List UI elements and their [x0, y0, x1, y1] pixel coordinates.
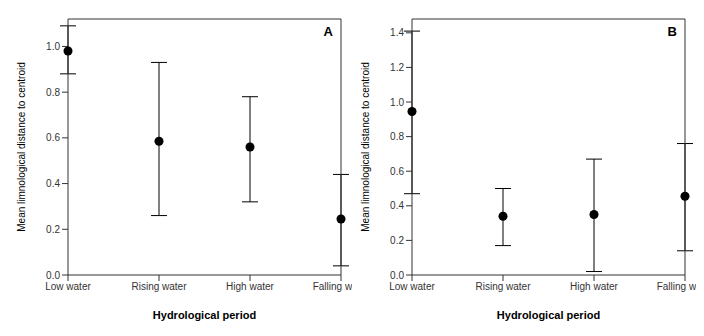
svg-text:0.2: 0.2 [390, 235, 404, 246]
svg-text:High water: High water [226, 281, 274, 292]
svg-text:Rising water: Rising water [131, 281, 187, 292]
svg-text:0.4: 0.4 [390, 200, 404, 211]
svg-text:Falling water: Falling water [313, 281, 352, 292]
svg-text:0.6: 0.6 [46, 132, 60, 143]
svg-text:1.0: 1.0 [390, 97, 404, 108]
html-text:A: A [323, 24, 333, 39]
svg-text:1.0: 1.0 [46, 41, 60, 52]
svg-text:0.0: 0.0 [390, 270, 404, 281]
svg-text:0.6: 0.6 [390, 166, 404, 177]
svg-text:0.4: 0.4 [46, 178, 60, 189]
svg-text:Low water: Low water [389, 281, 435, 292]
svg-text:Mean limnological distance to: Mean limnological distance to centroid [360, 62, 371, 232]
svg-text:1.2: 1.2 [390, 62, 404, 73]
svg-text:Low water: Low water [45, 281, 91, 292]
svg-text:1.4: 1.4 [390, 27, 404, 38]
svg-text:0.2: 0.2 [46, 224, 60, 235]
svg-text:0.8: 0.8 [46, 87, 60, 98]
html-text:B: B [667, 24, 677, 39]
svg-text:High water: High water [570, 281, 618, 292]
svg-text:Hydrological period: Hydrological period [153, 309, 256, 321]
svg-text:0.8: 0.8 [390, 131, 404, 142]
svg-text:Hydrological period: Hydrological period [497, 309, 600, 321]
svg-text:Mean limnological distance to: Mean limnological distance to centroid [16, 62, 27, 232]
svg-text:Falling water: Falling water [657, 281, 696, 292]
svg-text:Rising water: Rising water [475, 281, 531, 292]
svg-text:0.0: 0.0 [46, 270, 60, 281]
